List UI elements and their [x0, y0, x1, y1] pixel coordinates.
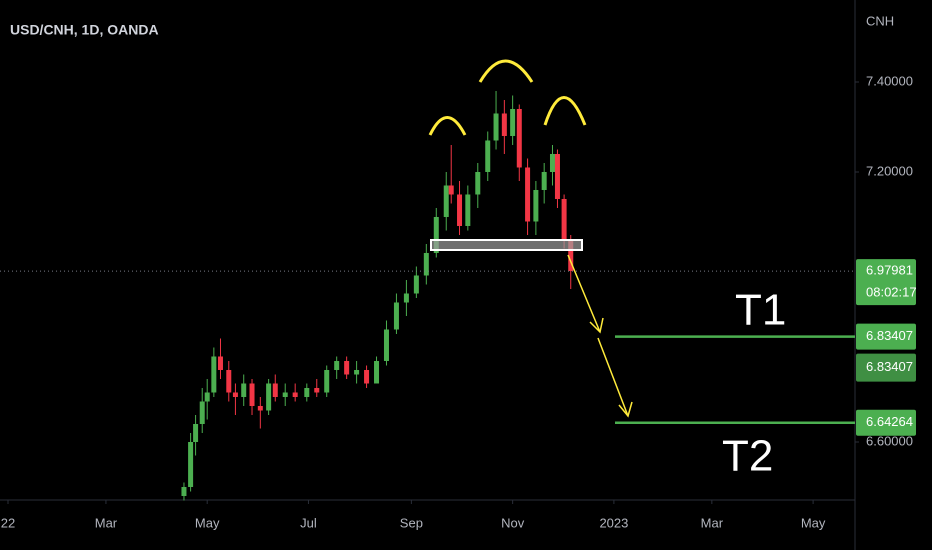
candle-body — [465, 194, 471, 226]
candle-body — [344, 360, 350, 375]
arrow — [567, 254, 601, 333]
candle-body — [485, 140, 491, 172]
candle-body — [413, 275, 419, 294]
candle-body — [364, 369, 370, 384]
arrow — [597, 337, 629, 417]
candle-body — [193, 423, 199, 442]
candle-body — [501, 113, 507, 136]
candle-body — [226, 369, 232, 393]
candle-body — [533, 189, 539, 222]
x-tick-label: 2023 — [599, 515, 628, 530]
candle-body — [433, 216, 439, 253]
candle-body — [232, 392, 238, 397]
target-price-label: 6.64264 — [866, 414, 913, 429]
chart-title: USD/CNH, 1D, OANDA — [10, 22, 159, 38]
candle-body — [457, 194, 463, 226]
candle-body — [561, 198, 567, 240]
x-tick-label: Sep — [400, 515, 423, 530]
neckline — [430, 239, 583, 251]
y-tick-label: 7.20000 — [866, 163, 913, 178]
price-axis-label: CNH — [866, 13, 894, 28]
candle-body — [257, 405, 263, 411]
candle-body — [475, 171, 481, 195]
x-tick-label: Mar — [95, 515, 118, 530]
candle-body — [272, 383, 278, 397]
candle-body — [199, 401, 205, 424]
candle-body — [204, 392, 210, 402]
candle-body — [568, 239, 574, 271]
candle-body — [448, 185, 454, 195]
candle-body — [304, 387, 310, 397]
x-tick-label: May — [801, 515, 826, 530]
target-price-box — [856, 353, 916, 382]
candle-body — [516, 108, 522, 168]
x-tick-label: Mar — [701, 515, 724, 530]
candle-body — [525, 167, 531, 222]
candle-body — [314, 387, 320, 393]
shoulder-arc — [543, 96, 587, 126]
last-price-box — [856, 259, 916, 306]
target-price-box — [856, 409, 916, 436]
candle-body — [393, 302, 399, 330]
candle-body — [188, 441, 194, 487]
candle-body — [354, 369, 360, 375]
shoulder-arc — [428, 116, 467, 136]
candle-body — [403, 293, 409, 303]
x-tick-label: 22 — [1, 515, 15, 530]
x-tick-label: Nov — [501, 515, 525, 530]
target-price-label: 6.83407 — [866, 359, 913, 374]
countdown-label: 08:02:17 — [866, 285, 917, 300]
target-name: T1 — [735, 285, 786, 334]
arrows — [567, 254, 633, 418]
head-arc — [478, 59, 534, 83]
candle-body — [549, 153, 555, 172]
candle-body — [282, 392, 288, 397]
candle-body — [217, 356, 223, 370]
candle-body — [324, 369, 330, 393]
candle-body — [383, 329, 389, 361]
candle-body — [266, 383, 272, 411]
candle-body — [554, 153, 560, 199]
candle-body — [443, 185, 449, 217]
last-price-label: 6.97981 — [866, 263, 913, 278]
candle-body — [334, 360, 340, 370]
target-name: T2 — [722, 431, 773, 480]
arrow-head — [618, 401, 633, 418]
target-price-box — [856, 323, 916, 350]
arrow-head — [589, 317, 604, 334]
candle-body — [181, 486, 187, 496]
candle-body — [374, 360, 380, 384]
x-tick-label: May — [195, 515, 220, 530]
target-price-label: 6.83407 — [866, 328, 913, 343]
plot — [181, 90, 574, 501]
candle-body — [510, 108, 516, 136]
candle-body — [241, 383, 247, 397]
x-tick-label: Jul — [300, 515, 317, 530]
candle-body — [423, 252, 429, 276]
y-tick-label: 7.40000 — [866, 73, 913, 88]
candle-body — [541, 171, 547, 190]
candle-body — [211, 356, 217, 393]
candle-body — [292, 392, 298, 397]
y-tick-label: 6.60000 — [866, 433, 913, 448]
candle-body — [249, 383, 255, 406]
candle-body — [493, 113, 499, 141]
